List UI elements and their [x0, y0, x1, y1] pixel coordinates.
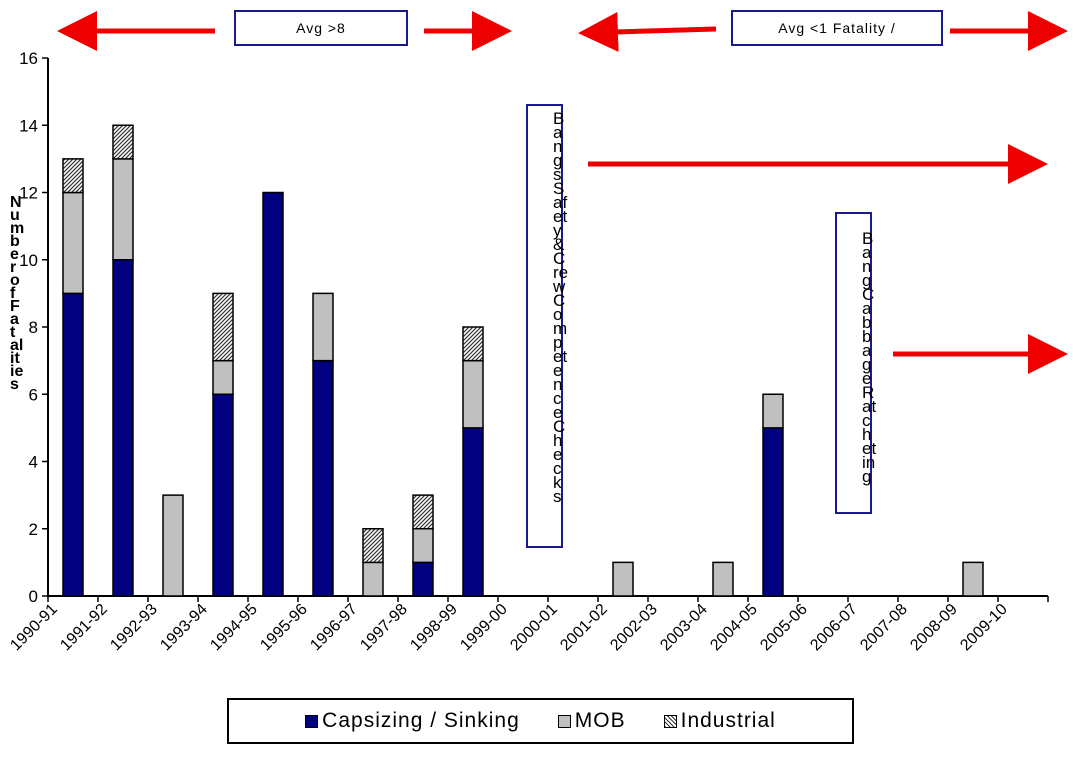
x-tick-label-2005-06: 2005-06: [757, 601, 811, 655]
bar-mob-1998-99: [462, 359, 484, 429]
bar-industrial-1993-94: [212, 292, 234, 362]
legend-item-capsizing: Capsizing / Sinking: [305, 709, 520, 733]
x-tick-label-2007-08: 2007-08: [857, 601, 911, 655]
bar-mob-2001-02: [612, 561, 634, 597]
bar-capsizing-sinking-1993-94: [212, 393, 234, 597]
bar-mob-1991-92: [112, 158, 134, 261]
x-tick-label-1993-94: 1993-94: [157, 601, 211, 655]
y-tick-label-8: 8: [29, 318, 38, 337]
y-tick-label-4: 4: [29, 453, 38, 472]
y-tick-label-10: 10: [19, 251, 38, 270]
bar-industrial-1997-98: [412, 494, 434, 530]
y-tick-label-6: 6: [29, 385, 38, 404]
x-tick-label-1992-93: 1992-93: [107, 601, 161, 655]
x-tick-label-1995-96: 1995-96: [257, 601, 311, 655]
legend-item-industrial: Industrial: [663, 709, 776, 733]
y-tick-label-2: 2: [29, 520, 38, 539]
red-arrows: [57, 11, 1068, 374]
arrow-right-period-left: [578, 11, 717, 52]
legend-label-industrial: Industrial: [680, 709, 776, 732]
bar-mob-2003-04: [712, 561, 734, 597]
bar-capsizing-sinking-1995-96: [312, 359, 334, 597]
x-tick-label-1996-97: 1996-97: [307, 601, 361, 655]
annotation-text-cabbage-ratcheting: Bang Cabbage Ratcheting: [862, 229, 877, 486]
y-tick-label-0: 0: [29, 587, 38, 606]
x-tick-label-2001-02: 2001-02: [557, 601, 611, 655]
bar-mob-1993-94: [212, 359, 234, 395]
legend-label-capsizing: Capsizing / Sinking: [322, 709, 520, 732]
y-tick-label-14: 14: [19, 116, 38, 135]
x-tick-label-1997-98: 1997-98: [357, 601, 411, 655]
legend-swatch-capsizing: [305, 714, 319, 728]
banner-right: Avg <1 Fatality /: [731, 10, 943, 46]
banner-left: Avg >8: [234, 10, 408, 46]
bar-mob-2008-09: [962, 561, 984, 597]
y-tick-label-12: 12: [19, 184, 38, 203]
x-tick-label-1990-91: 1990-91: [7, 601, 61, 655]
bar-mob-1997-98: [412, 528, 434, 564]
x-tick-label-2009-10: 2009-10: [957, 601, 1011, 655]
bar-mob-1996-97: [362, 561, 384, 597]
bar-mob-1992-93: [162, 494, 184, 597]
x-tick-label-1998-99: 1998-99: [407, 601, 461, 655]
bar-mob-1990-91: [62, 191, 84, 295]
bar-capsizing-sinking-2004-05: [762, 427, 784, 597]
annotation-box-safety-checks: [526, 104, 563, 548]
bar-mob-1995-96: [312, 292, 334, 362]
x-tick-label-2008-09: 2008-09: [907, 601, 961, 655]
bar-industrial-1991-92: [112, 124, 134, 160]
bar-capsizing-sinking-1994-95: [262, 191, 284, 597]
x-tick-label-1994-95: 1994-95: [207, 601, 261, 655]
bar-capsizing-sinking-1990-91: [62, 292, 84, 597]
legend-label-mob: MOB: [574, 709, 626, 732]
annotation-box-cabbage-ratcheting: [835, 212, 872, 514]
x-tick-label-2006-07: 2006-07: [807, 601, 861, 655]
annotation-text-safety-checks: Bangs Safety & Crew Competence Checks: [553, 109, 569, 506]
y-axis-label: Number of Fatalities: [10, 194, 25, 393]
x-tick-label-1991-92: 1991-92: [57, 601, 111, 655]
x-tick-label-2000-01: 2000-01: [507, 601, 561, 655]
bar-capsizing-sinking-1997-98: [412, 561, 434, 597]
legend-swatch-industrial: [663, 714, 677, 728]
x-tick-label-1999-00: 1999-00: [457, 601, 511, 655]
legend-item-mob: MOB: [557, 709, 626, 733]
x-tick-label-2003-04: 2003-04: [657, 601, 711, 655]
bar-industrial-1998-99: [462, 326, 484, 362]
bar-capsizing-sinking-1991-92: [112, 259, 134, 597]
bar-capsizing-sinking-1998-99: [462, 427, 484, 597]
bar-industrial-1990-91: [62, 158, 84, 194]
legend-swatch-mob: [557, 714, 571, 728]
bar-industrial-1996-97: [362, 528, 384, 564]
legend: Capsizing / Sinking MOB Industrial: [227, 698, 854, 744]
y-tick-label-16: 16: [19, 49, 38, 68]
x-tick-label-2002-03: 2002-03: [607, 601, 661, 655]
x-tick-label-2004-05: 2004-05: [707, 601, 761, 655]
bar-mob-2004-05: [762, 393, 784, 429]
